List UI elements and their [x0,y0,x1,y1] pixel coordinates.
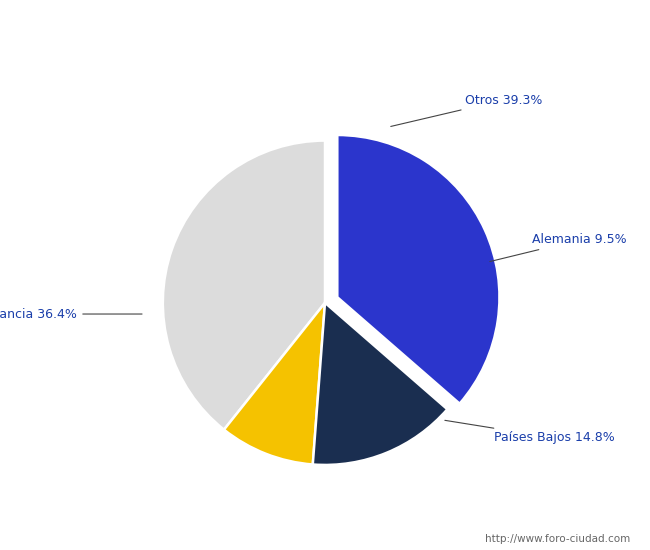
Text: Francia 36.4%: Francia 36.4% [0,307,142,321]
Text: Otros 39.3%: Otros 39.3% [391,94,542,126]
Text: Alemania 9.5%: Alemania 9.5% [490,233,627,262]
Text: Países Bajos 14.8%: Países Bajos 14.8% [445,420,615,444]
Text: http://www.foro-ciudad.com: http://www.foro-ciudad.com [486,535,630,544]
Wedge shape [337,135,499,404]
Wedge shape [163,141,325,430]
Wedge shape [224,302,325,464]
Wedge shape [313,302,447,465]
Text: Arenas de San Pedro - Turistas extranjeros según país - Abril de 2024: Arenas de San Pedro - Turistas extranjer… [71,21,579,37]
